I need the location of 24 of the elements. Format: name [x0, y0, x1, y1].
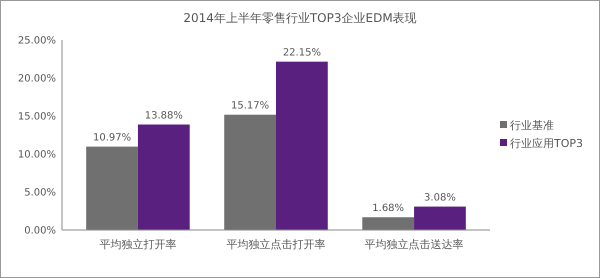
legend-label: 行业应用TOP3 — [510, 136, 584, 150]
y-tick-label: 20.00% — [18, 74, 56, 84]
legend-label: 行业基准 — [510, 118, 554, 132]
y-tick-label: 10.00% — [18, 150, 56, 160]
data-label: 15.17% — [231, 100, 270, 112]
bar — [138, 124, 190, 230]
data-label: 3.08% — [424, 192, 456, 204]
x-tick-label: 平均独立打开率 — [99, 238, 176, 251]
x-tick-label: 平均独立点击打开率 — [226, 238, 326, 251]
data-label: 22.15% — [282, 48, 321, 59]
data-label: 1.68% — [372, 203, 404, 214]
y-tick-label: 15.00% — [18, 112, 56, 122]
x-tick-label: 平均独立点击送达率 — [364, 238, 464, 251]
y-tick-label: 25.00% — [18, 36, 56, 46]
data-label: 10.97% — [92, 132, 132, 144]
bar — [276, 62, 328, 230]
bar — [86, 146, 138, 230]
bar — [224, 114, 276, 230]
bar — [362, 217, 414, 230]
bar — [414, 206, 466, 230]
y-tick-label: 0.00% — [24, 226, 56, 236]
data-label: 13.88% — [144, 110, 183, 122]
chart-title: 2014年上半年零售行业TOP3企业EDM表现 — [183, 11, 417, 25]
y-tick-label: 5.00% — [24, 188, 56, 198]
